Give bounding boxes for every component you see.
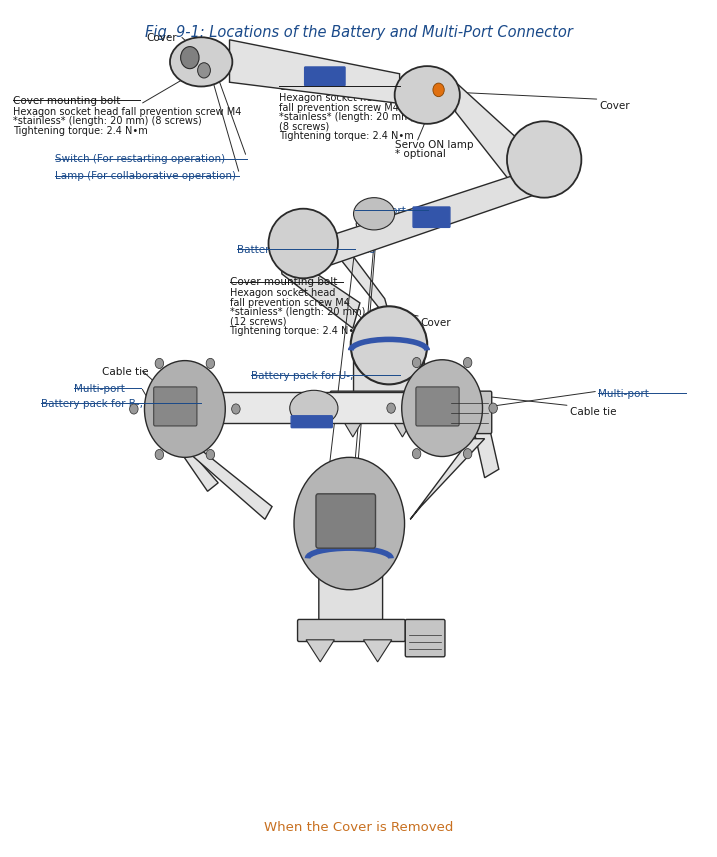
Text: Hexagon socket head: Hexagon socket head: [279, 93, 384, 104]
Text: Battery pack for S-, L-axes: Battery pack for S-, L-axes: [237, 245, 375, 255]
Circle shape: [433, 83, 445, 97]
Circle shape: [155, 449, 163, 459]
Circle shape: [412, 448, 421, 458]
FancyBboxPatch shape: [330, 391, 448, 415]
Text: Lamp (For collaborative operation): Lamp (For collaborative operation): [55, 171, 236, 182]
Text: Cover: Cover: [599, 101, 630, 111]
Text: Hexagon socket head fall prevention screw M4: Hexagon socket head fall prevention scre…: [13, 107, 241, 117]
FancyBboxPatch shape: [448, 391, 492, 434]
Circle shape: [206, 449, 214, 459]
Circle shape: [130, 404, 138, 414]
Text: Cable tie: Cable tie: [102, 368, 148, 377]
Ellipse shape: [353, 198, 394, 230]
Polygon shape: [364, 640, 391, 662]
Text: Battery pack for U-, R-axes: Battery pack for U-, R-axes: [251, 371, 391, 381]
Text: Cover mounting bolt: Cover mounting bolt: [279, 82, 386, 93]
Text: Tightening torque: 2.4 N•m: Tightening torque: 2.4 N•m: [279, 130, 414, 141]
Circle shape: [145, 361, 225, 458]
Text: Switch (For restarting operation): Switch (For restarting operation): [55, 154, 225, 165]
Text: Tightening torque: 2.4 N•m: Tightening torque: 2.4 N•m: [229, 326, 364, 336]
Text: Cover mounting bolt: Cover mounting bolt: [229, 278, 337, 287]
Text: Battery pack for B-, T-axes: Battery pack for B-, T-axes: [41, 399, 179, 409]
FancyBboxPatch shape: [291, 416, 332, 428]
FancyBboxPatch shape: [319, 557, 383, 633]
Text: Hexagon socket head: Hexagon socket head: [229, 289, 335, 298]
Text: Fig. 9-1: Locations of the Battery and Multi-Port Connector: Fig. 9-1: Locations of the Battery and M…: [145, 25, 572, 39]
Text: *stainless* (length: 20 mm): *stainless* (length: 20 mm): [279, 112, 414, 122]
Circle shape: [155, 358, 163, 369]
FancyBboxPatch shape: [353, 332, 424, 408]
Text: When the Cover is Removed: When the Cover is Removed: [264, 821, 453, 834]
Text: fall prevention screw M4: fall prevention screw M4: [229, 297, 349, 308]
Polygon shape: [325, 218, 391, 324]
Circle shape: [198, 63, 210, 78]
Polygon shape: [389, 413, 417, 437]
Circle shape: [387, 403, 395, 413]
FancyBboxPatch shape: [298, 620, 405, 642]
Circle shape: [181, 46, 199, 69]
Circle shape: [232, 404, 240, 414]
Text: Cover mounting bolt: Cover mounting bolt: [13, 96, 120, 105]
Circle shape: [463, 448, 472, 458]
Circle shape: [412, 357, 421, 368]
Circle shape: [402, 360, 483, 457]
Circle shape: [294, 458, 404, 590]
Ellipse shape: [351, 306, 427, 385]
FancyBboxPatch shape: [305, 67, 345, 86]
Ellipse shape: [290, 390, 338, 426]
Ellipse shape: [507, 122, 581, 198]
Text: Tightening torque: 2.4 N•m: Tightening torque: 2.4 N•m: [13, 125, 148, 135]
Circle shape: [206, 358, 214, 369]
FancyBboxPatch shape: [416, 387, 459, 426]
Text: Cover: Cover: [421, 318, 452, 328]
Text: Servo ON lamp: Servo ON lamp: [395, 140, 474, 150]
Polygon shape: [173, 439, 272, 519]
Polygon shape: [229, 39, 399, 104]
Text: *stainless* (length: 20 mm) (8 screws): *stainless* (length: 20 mm) (8 screws): [13, 117, 201, 126]
Text: Cover: Cover: [146, 33, 176, 43]
Ellipse shape: [409, 375, 475, 441]
Polygon shape: [218, 392, 414, 423]
Text: *stainless* (length: 20 mm): *stainless* (length: 20 mm): [229, 307, 365, 317]
FancyBboxPatch shape: [413, 207, 450, 227]
FancyBboxPatch shape: [316, 494, 376, 548]
Text: fall prevention screw M4: fall prevention screw M4: [279, 103, 399, 112]
FancyBboxPatch shape: [405, 620, 445, 656]
Ellipse shape: [308, 482, 391, 565]
FancyBboxPatch shape: [153, 387, 197, 426]
Ellipse shape: [394, 66, 460, 123]
Polygon shape: [455, 82, 530, 185]
Text: Multi-port: Multi-port: [74, 384, 125, 393]
Circle shape: [463, 357, 472, 368]
Polygon shape: [338, 413, 367, 437]
Text: (8 screws): (8 screws): [279, 122, 329, 131]
Text: Cable tie: Cable tie: [355, 219, 402, 230]
Polygon shape: [470, 406, 499, 477]
Text: Multi-port: Multi-port: [355, 207, 406, 216]
Text: (12 screws): (12 screws): [229, 316, 286, 327]
Text: * optional: * optional: [395, 149, 446, 159]
Circle shape: [489, 403, 498, 413]
Polygon shape: [410, 439, 485, 519]
Text: Cable tie: Cable tie: [570, 407, 616, 417]
Ellipse shape: [170, 37, 232, 87]
Ellipse shape: [268, 209, 338, 279]
Polygon shape: [306, 176, 541, 265]
Polygon shape: [279, 249, 360, 328]
Ellipse shape: [152, 376, 217, 442]
Polygon shape: [155, 415, 218, 491]
Text: Multi-port: Multi-port: [598, 388, 649, 399]
Polygon shape: [306, 640, 334, 662]
